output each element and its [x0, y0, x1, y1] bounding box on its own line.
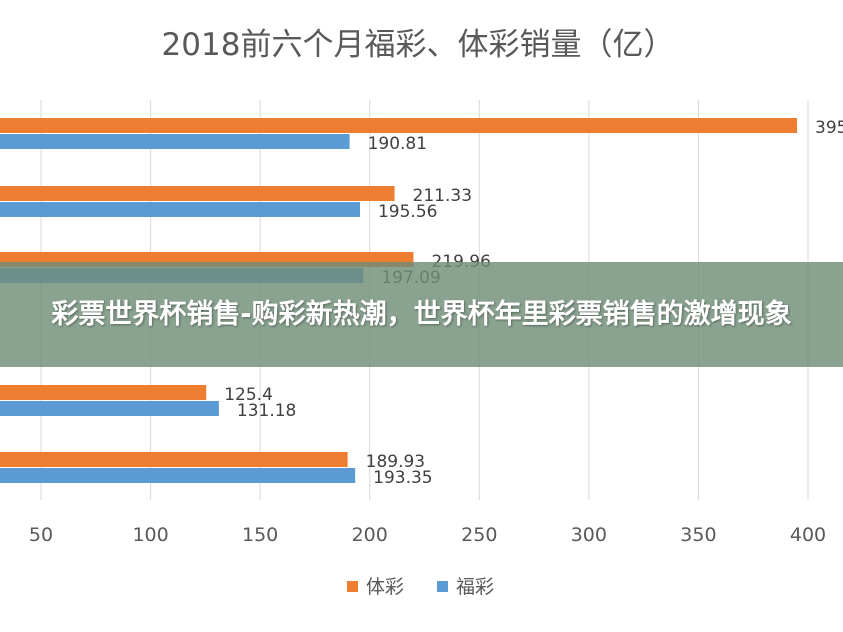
banner-text: 彩票世界杯销售-购彩新热潮，世界杯年里彩票销售的激增现象	[51, 299, 792, 330]
bar-fucai-1	[0, 134, 350, 149]
overlay-banner: 彩票世界杯销售-购彩新热潮，世界杯年里彩票销售的激增现象	[0, 262, 843, 367]
bar-tiecai-4	[0, 385, 207, 400]
x-axis-ticks: 50 100 150 200 250 300 350 400	[29, 524, 826, 546]
data-label-tiecai-1: 395	[815, 118, 843, 138]
bar-fucai-5	[0, 468, 356, 483]
data-label-tiecai-2: 211.33	[413, 186, 472, 206]
data-label-fucai-5: 193.35	[373, 468, 432, 488]
x-tick-label: 100	[132, 524, 168, 546]
data-label-tiecai-4: 125.4	[224, 385, 273, 405]
bar-fucai-4	[0, 401, 219, 416]
data-labels: 395190.81211.33195.56219.96197.09125.413…	[224, 118, 843, 488]
data-label-fucai-1: 190.81	[368, 134, 427, 154]
chart-title: 2018前六个月福彩、体彩销量（亿）	[162, 27, 675, 63]
legend-swatch-fucai	[437, 581, 448, 592]
legend-label-tiecai: 体彩	[366, 576, 404, 598]
bar-fucai-2	[0, 202, 360, 217]
bar-tiecai-1	[0, 118, 798, 133]
data-label-fucai-2: 195.56	[378, 202, 437, 222]
bar-tiecai-5	[0, 452, 348, 467]
legend: 体彩 福彩	[347, 576, 494, 598]
x-tick-label: 150	[242, 524, 278, 546]
x-tick-label: 200	[352, 524, 388, 546]
x-tick-label: 400	[790, 524, 826, 546]
bars	[0, 118, 798, 483]
data-label-fucai-4: 131.18	[237, 401, 296, 421]
data-label-tiecai-5: 189.93	[366, 452, 425, 472]
x-tick-label: 300	[571, 524, 607, 546]
x-tick-label: 350	[680, 524, 716, 546]
legend-swatch-tiecai	[347, 581, 358, 592]
legend-label-fucai: 福彩	[456, 576, 494, 598]
x-tick-label: 250	[461, 524, 497, 546]
x-tick-label: 50	[29, 524, 53, 546]
bar-tiecai-2	[0, 186, 395, 201]
